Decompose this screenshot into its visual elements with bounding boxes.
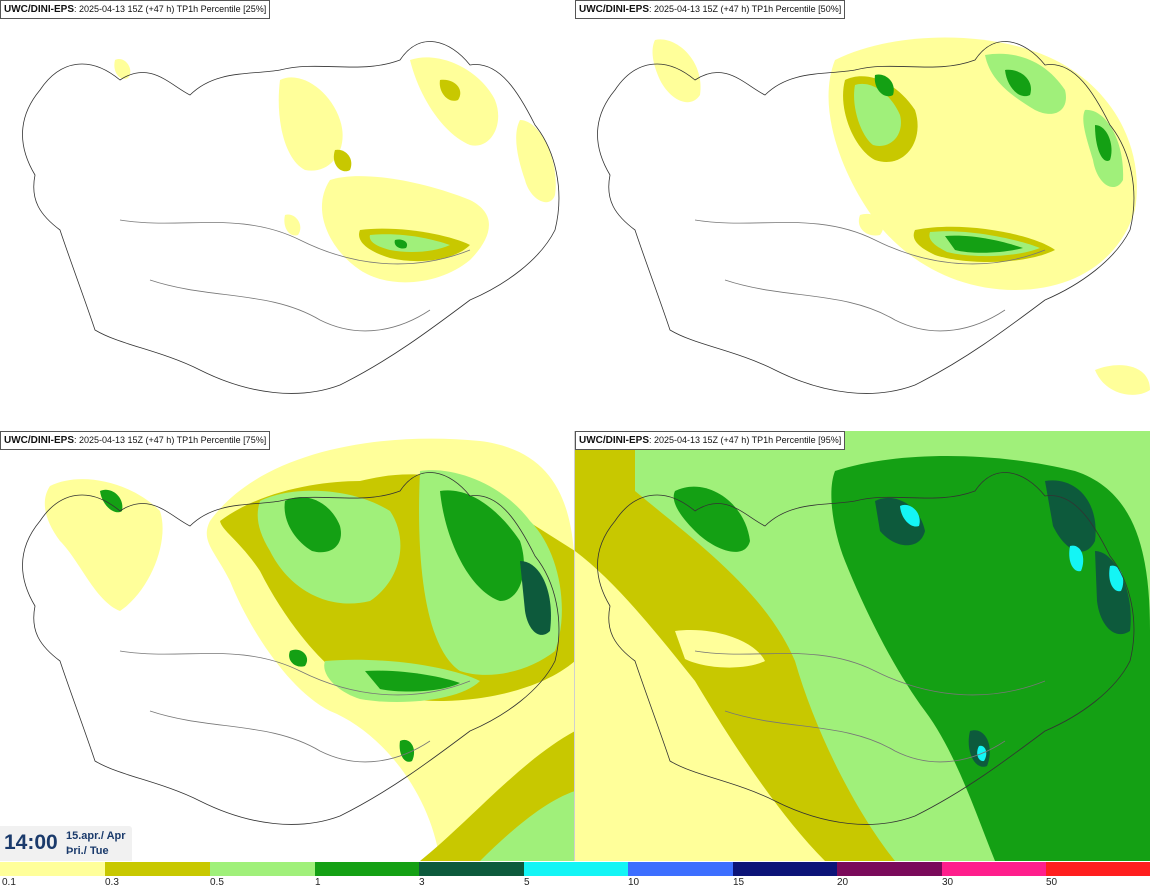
legend-swatch xyxy=(628,862,733,876)
precip-map-p75 xyxy=(22,438,575,861)
panel-title-p95: UWC/DINI-EPS: 2025-04-13 15Z (+47 h) TP1… xyxy=(575,431,846,450)
panel-title-p50: UWC/DINI-EPS: 2025-04-13 15Z (+47 h) TP1… xyxy=(575,0,846,19)
panel-title-p25: UWC/DINI-EPS: 2025-04-13 15Z (+47 h) TP1… xyxy=(0,0,271,19)
legend-label: 3 xyxy=(419,877,425,888)
legend-label: 0.1 xyxy=(2,877,16,888)
legend-swatch xyxy=(105,862,210,876)
precip-fields xyxy=(114,57,556,283)
precip-fields xyxy=(652,37,1150,395)
map-panel-p25: UWC/DINI-EPS: 2025-04-13 15Z (+47 h) TP1… xyxy=(0,0,575,430)
model-name: UWC/DINI-EPS xyxy=(579,4,649,15)
valid-date-line1: 15.apr./ Apr xyxy=(66,830,126,842)
color-legend: 0.1 0.3 0.5 1 3 5 10 15 20 30 50 xyxy=(0,862,1150,891)
precip-fields xyxy=(575,431,1150,861)
precip-fields xyxy=(44,438,575,861)
run-info: : 2025-04-13 15Z (+47 h) TP1h Percentile… xyxy=(74,435,267,445)
model-name: UWC/DINI-EPS xyxy=(4,4,74,15)
legend-label: 5 xyxy=(524,877,530,888)
legend-label: 10 xyxy=(628,877,640,888)
legend-swatch xyxy=(0,862,105,876)
legend-swatch xyxy=(210,862,315,876)
map-panel-p75: UWC/DINI-EPS: 2025-04-13 15Z (+47 h) TP1… xyxy=(0,431,575,861)
legend-swatch xyxy=(733,862,837,876)
legend-swatch xyxy=(942,862,1046,876)
legend-swatch xyxy=(1046,862,1150,876)
map-panel-p95: UWC/DINI-EPS: 2025-04-13 15Z (+47 h) TP1… xyxy=(575,431,1150,861)
legend-swatch xyxy=(315,862,419,876)
legend-label: 20 xyxy=(837,877,849,888)
run-info: : 2025-04-13 15Z (+47 h) TP1h Percentile… xyxy=(649,4,842,14)
run-info: : 2025-04-13 15Z (+47 h) TP1h Percentile… xyxy=(649,435,842,445)
precip-map-p95 xyxy=(575,431,1150,861)
precip-map-p50 xyxy=(597,37,1150,395)
run-info: : 2025-04-13 15Z (+47 h) TP1h Percentile… xyxy=(74,4,267,14)
legend-label: 15 xyxy=(733,877,745,888)
coastline-and-roads xyxy=(22,472,560,825)
panel-divider xyxy=(574,431,575,861)
legend-label: 50 xyxy=(1046,877,1058,888)
legend-swatch xyxy=(837,862,942,876)
precip-map-p25 xyxy=(22,41,560,394)
legend-swatch xyxy=(419,862,524,876)
coastline-and-roads xyxy=(22,41,560,394)
valid-time: 14:00 xyxy=(4,831,58,854)
legend-swatch xyxy=(524,862,628,876)
map-panel-p50: UWC/DINI-EPS: 2025-04-13 15Z (+47 h) TP1… xyxy=(575,0,1150,430)
model-name: UWC/DINI-EPS xyxy=(4,435,74,446)
legend-label: 0.3 xyxy=(105,877,119,888)
valid-date-line2: Þri./ Tue xyxy=(66,845,109,857)
legend-label: 30 xyxy=(942,877,954,888)
legend-label: 1 xyxy=(315,877,321,888)
valid-time-box: 14:00 15.apr./ Apr Þri./ Tue xyxy=(0,826,132,861)
coastline-and-roads xyxy=(597,472,1135,825)
model-name: UWC/DINI-EPS xyxy=(579,435,649,446)
legend-label: 0.5 xyxy=(210,877,224,888)
coastline-and-roads xyxy=(597,41,1135,394)
panel-title-p75: UWC/DINI-EPS: 2025-04-13 15Z (+47 h) TP1… xyxy=(0,431,271,450)
